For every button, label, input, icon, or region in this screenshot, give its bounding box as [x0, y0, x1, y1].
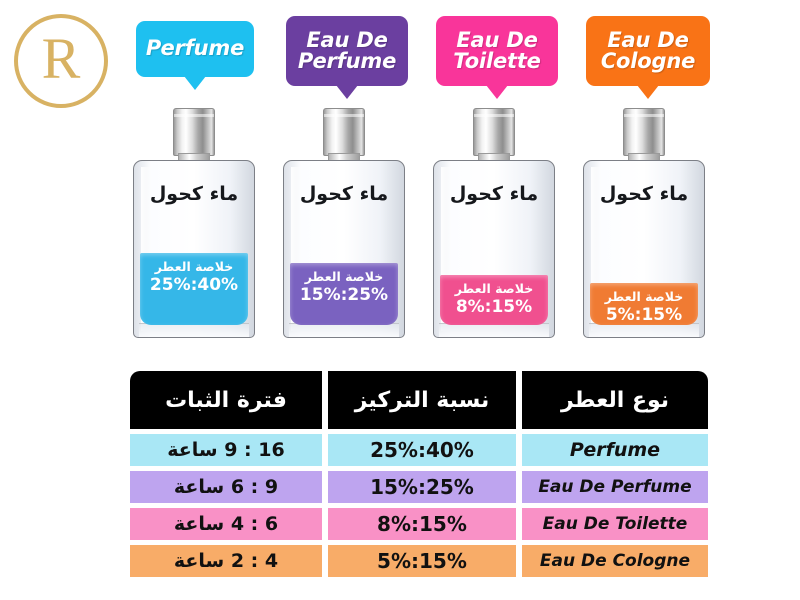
bottle-eau-de-cologne: ماء كحول خلاصة العطر 5%:15%	[583, 108, 705, 338]
concentration-value: 5%:15%	[605, 305, 683, 325]
concentration-value: 15%:25%	[299, 285, 389, 305]
essence-label: خلاصة العطر	[454, 281, 534, 296]
bubble-text: Eau De Perfume	[297, 27, 397, 73]
bubble-label-perfume: Perfume	[136, 21, 254, 90]
bubble-text: Eau De Cologne	[600, 27, 696, 73]
bubble-text: Perfume	[145, 36, 245, 61]
cell-longevity: 6 : 4 ساعة	[130, 508, 322, 540]
bottle-body: ماء كحول خلاصة العطر 25%:40%	[133, 160, 255, 338]
table-row: 4 : 2 ساعة 5%:15% Eau De Cologne	[130, 545, 708, 577]
bottle-liquid: خلاصة العطر 15%:25%	[290, 263, 398, 325]
cell-type: Eau De Cologne	[521, 545, 708, 577]
bottle-eau-de-toilette: ماء كحول خلاصة العطر 8%:15%	[433, 108, 555, 338]
bottle-liquid: خلاصة العطر 25%:40%	[140, 253, 248, 325]
alcohol-label: ماء كحول	[149, 183, 239, 205]
table-row: 6 : 4 ساعة 8%:15% Eau De Toilette	[130, 508, 708, 540]
bottle-cap-icon	[323, 108, 365, 156]
cell-type: Eau De Toilette	[521, 508, 708, 540]
bottle-perfume: ماء كحول خلاصة العطر 25%:40%	[133, 108, 255, 338]
comparison-table: فترة الثبات نسبة التركيز نوع العطر 16 : …	[130, 371, 708, 582]
bubble-label-eau-de-cologne: Eau De Cologne	[586, 16, 710, 99]
bottle-glass-base	[439, 323, 549, 337]
bottle-body: ماء كحول خلاصة العطر 15%:25%	[283, 160, 405, 338]
bubble-tail-icon	[336, 85, 358, 99]
essence-label: خلاصة العطر	[304, 269, 384, 284]
cell-type: Perfume	[521, 434, 708, 466]
table-row: 9 : 6 ساعة 15%:25% Eau De Perfume	[130, 471, 708, 503]
bottle-liquid: خلاصة العطر 5%:15%	[590, 283, 698, 325]
alcohol-label: ماء كحول	[449, 183, 539, 205]
bottle-liquid: خلاصة العطر 8%:15%	[440, 275, 548, 325]
header-type: نوع العطر	[521, 371, 708, 429]
bubble-tail-icon	[184, 76, 206, 90]
cell-concentration: 15%:25%	[327, 471, 516, 503]
bottle-glass-base	[589, 323, 699, 337]
essence-label: خلاصة العطر	[604, 289, 684, 304]
bottle-body: ماء كحول خلاصة العطر 8%:15%	[433, 160, 555, 338]
bubble-tail-icon	[486, 85, 508, 99]
logo-circle-icon	[14, 14, 108, 108]
logo-letter: R	[41, 26, 81, 91]
table-row: 16 : 9 ساعة 25%:40% Perfume	[130, 434, 708, 466]
cell-longevity: 4 : 2 ساعة	[130, 545, 322, 577]
bottle-cap-icon	[173, 108, 215, 156]
table-header-row: فترة الثبات نسبة التركيز نوع العطر	[130, 371, 708, 429]
brand-logo: R	[14, 14, 108, 108]
cell-concentration: 8%:15%	[327, 508, 516, 540]
bubble-label-eau-de-perfume: Eau De Perfume	[286, 16, 408, 99]
header-longevity: فترة الثبات	[130, 371, 322, 429]
bubble-tail-icon	[637, 85, 659, 99]
alcohol-label: ماء كحول	[299, 183, 389, 205]
cell-longevity: 16 : 9 ساعة	[130, 434, 322, 466]
bottle-cap-icon	[623, 108, 665, 156]
cell-type: Eau De Perfume	[521, 471, 708, 503]
cell-longevity: 9 : 6 ساعة	[130, 471, 322, 503]
concentration-value: 8%:15%	[455, 297, 533, 317]
bottle-cap-icon	[473, 108, 515, 156]
header-concentration: نسبة التركيز	[327, 371, 516, 429]
cell-concentration: 25%:40%	[327, 434, 516, 466]
bottle-glass-base	[289, 323, 399, 337]
bottle-eau-de-perfume: ماء كحول خلاصة العطر 15%:25%	[283, 108, 405, 338]
cell-concentration: 5%:15%	[327, 545, 516, 577]
concentration-value: 25%:40%	[149, 275, 239, 295]
bubble-text: Eau De Toilette	[453, 27, 541, 73]
alcohol-label: ماء كحول	[599, 183, 689, 205]
bottle-body: ماء كحول خلاصة العطر 5%:15%	[583, 160, 705, 338]
essence-label: خلاصة العطر	[154, 259, 234, 274]
bottle-glass-base	[139, 323, 249, 337]
bubble-label-eau-de-toilette: Eau De Toilette	[436, 16, 558, 99]
